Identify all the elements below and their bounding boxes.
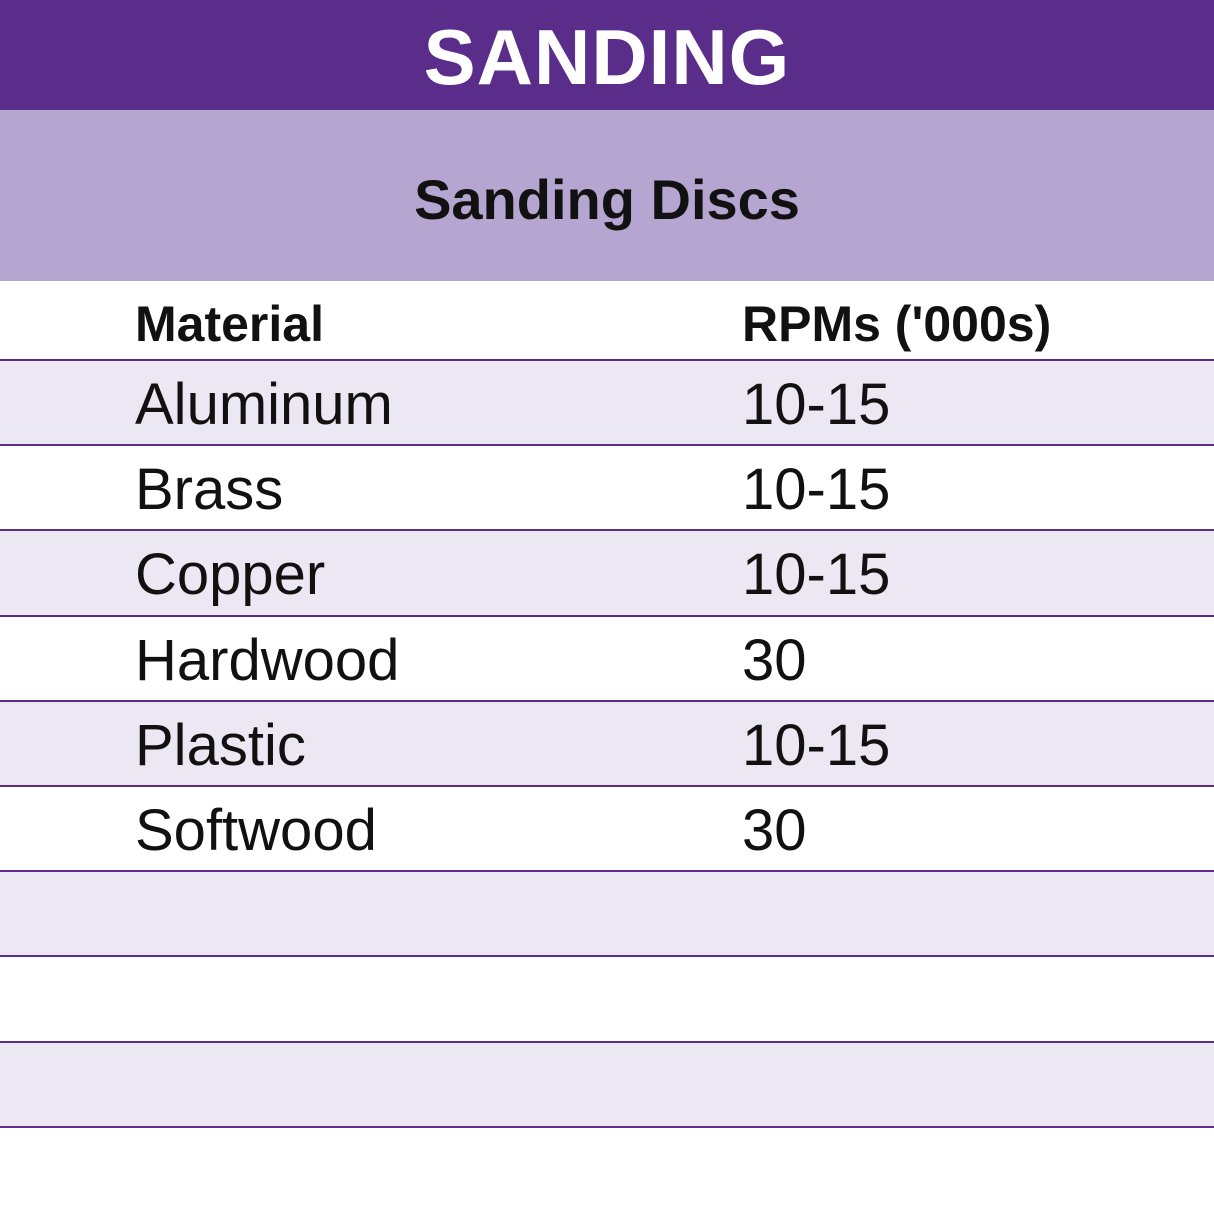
rpm-cell: 10-15 bbox=[742, 457, 891, 523]
table-row: Brass 10-15 bbox=[0, 444, 1214, 529]
rpm-cell: 30 bbox=[742, 798, 807, 863]
subtitle-bar: Sanding Discs bbox=[0, 110, 1214, 281]
column-header: RPMs ('000s) bbox=[742, 296, 1052, 352]
table-row: Softwood 30 bbox=[0, 785, 1214, 870]
rpm-cell: 30 bbox=[742, 627, 807, 693]
material-cell: Brass bbox=[135, 457, 284, 523]
material-cell: Softwood bbox=[135, 798, 377, 863]
rpm-cell: 10-15 bbox=[742, 372, 891, 437]
empty-row bbox=[0, 955, 1214, 1040]
material-cell: Aluminum bbox=[135, 372, 393, 437]
rpm-cell: 10-15 bbox=[742, 712, 891, 778]
table-row: Aluminum 10-15 bbox=[0, 359, 1214, 445]
material-cell: Copper bbox=[135, 542, 326, 608]
table-row: Hardwood 30 bbox=[0, 614, 1214, 700]
header-row: Material RPMs ('000s) bbox=[0, 281, 1214, 360]
title: SANDING bbox=[423, 13, 791, 101]
empty-row bbox=[0, 870, 1214, 956]
subtitle: Sanding Discs bbox=[414, 168, 800, 231]
material-cell: Plastic bbox=[135, 712, 306, 778]
material-cell: Hardwood bbox=[135, 627, 400, 693]
empty-row bbox=[0, 1040, 1214, 1126]
row-divider bbox=[0, 1125, 1214, 1128]
column-header: Material bbox=[135, 296, 324, 352]
rpm-cell: 10-15 bbox=[742, 542, 891, 608]
table-row: Copper 10-15 bbox=[0, 529, 1214, 615]
title-bar: SANDING bbox=[0, 0, 1214, 110]
table-row: Plastic 10-15 bbox=[0, 699, 1214, 785]
